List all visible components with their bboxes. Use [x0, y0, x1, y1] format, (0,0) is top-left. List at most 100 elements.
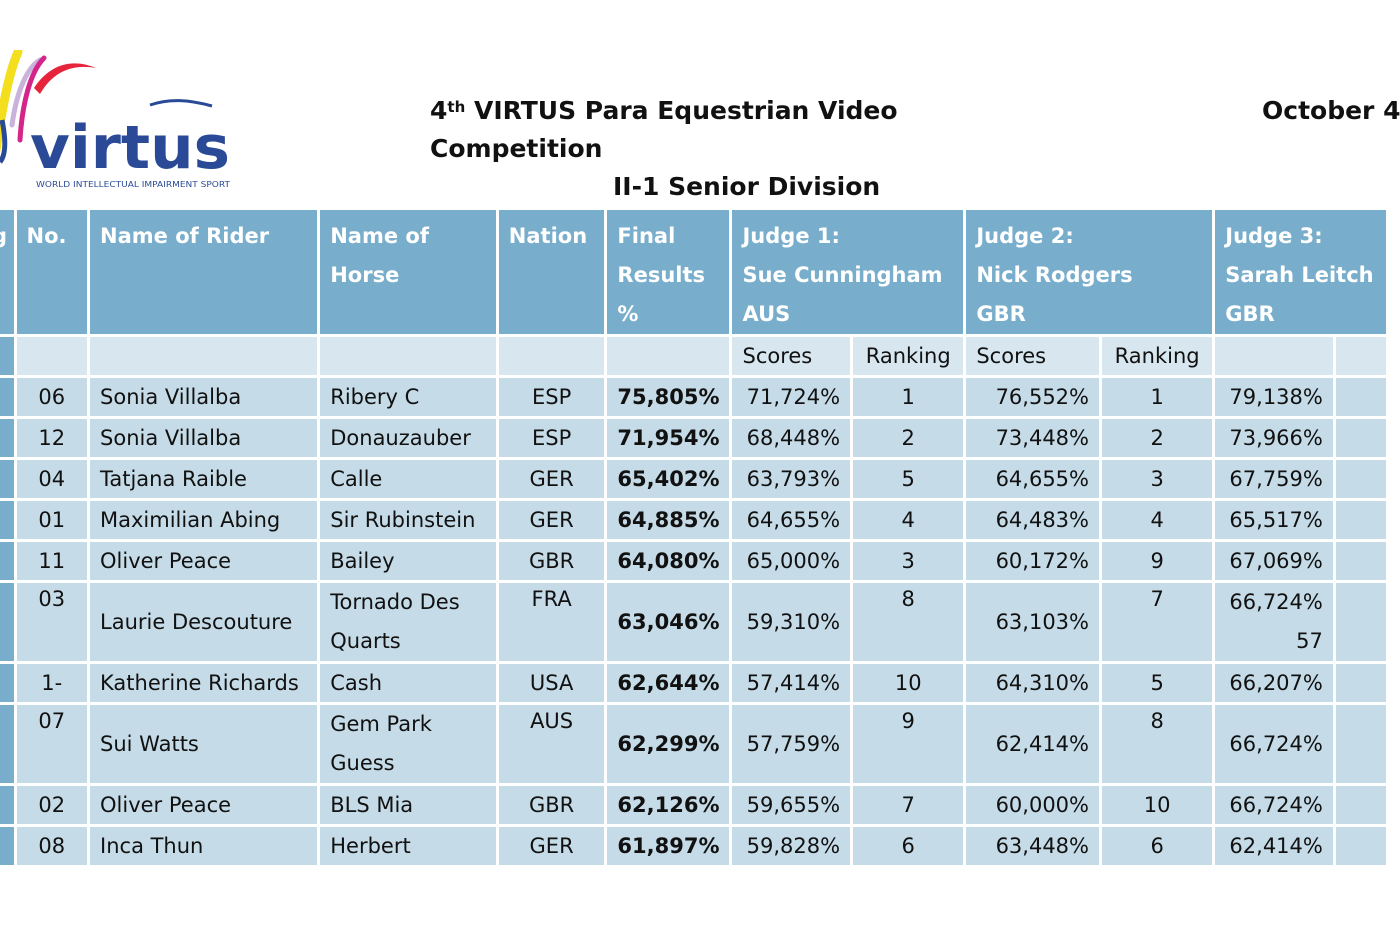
cell-nation: GBR: [498, 786, 605, 824]
cell-j1-rank: 5: [853, 460, 964, 498]
cell-j2-rank: 6: [1102, 827, 1213, 865]
table-row: 02 Oliver Peace BLS Mia GBR 62,126% 59,6…: [0, 786, 1386, 824]
cell-final: 62,644%: [607, 664, 730, 702]
subheader-j2-scores: Scores: [966, 337, 1099, 375]
cell-j1-score: 59,828%: [732, 827, 851, 865]
cell-j1-score: 59,310%: [732, 583, 851, 661]
cell-j1-rank: 9: [853, 705, 964, 783]
subheader-j1-scores: Scores: [732, 337, 851, 375]
cell-nation: GER: [498, 501, 605, 539]
cell-horse: Ribery C: [320, 378, 496, 416]
cell-j2-rank: 7: [1102, 583, 1213, 661]
document-title: 4th VIRTUS Para Equestrian Video Competi…: [430, 92, 1030, 206]
cell-horse: Bailey: [320, 542, 496, 580]
subheader-j1-ranking: Ranking: [853, 337, 964, 375]
cell-final: 62,299%: [607, 705, 730, 783]
cell-j1-score: 68,448%: [732, 419, 851, 457]
cell-j2-rank: 5: [1102, 664, 1213, 702]
cell-no: 08: [16, 827, 88, 865]
cell-horse: Gem Park Guess: [320, 705, 496, 783]
cell-rider: Oliver Peace: [90, 542, 318, 580]
table-subheader-row: Scores Ranking Scores Ranking: [0, 337, 1386, 375]
cell-j1-rank: 6: [853, 827, 964, 865]
cell-no: 01: [16, 501, 88, 539]
cell-no: 06: [16, 378, 88, 416]
competition-title: 4th VIRTUS Para Equestrian Video Competi…: [430, 96, 898, 163]
cell-rider: Laurie Descouture: [90, 583, 318, 661]
cell-j2-rank: 3: [1102, 460, 1213, 498]
cell-final: 63,046%: [607, 583, 730, 661]
cell-final: 62,126%: [607, 786, 730, 824]
header-horse: Name of Horse: [320, 210, 496, 334]
competition-date: October 4th: [1262, 96, 1400, 125]
cell-nation: ESP: [498, 419, 605, 457]
cell-horse: Cash: [320, 664, 496, 702]
logo-wordmark: virtus: [30, 113, 230, 183]
cell-j1-rank: 10: [853, 664, 964, 702]
cell-j1-score: 64,655%: [732, 501, 851, 539]
cell-horse: Herbert: [320, 827, 496, 865]
cell-rider: Inca Thun: [90, 827, 318, 865]
cell-horse: Sir Rubinstein: [320, 501, 496, 539]
cell-j2-score: 64,483%: [966, 501, 1099, 539]
logo-red-swoosh: [34, 63, 96, 94]
cell-j3-score: 65,517%: [1215, 501, 1333, 539]
cell-j2-rank: 1: [1102, 378, 1213, 416]
table-row: 08 Inca Thun Herbert GER 61,897% 59,828%…: [0, 827, 1386, 865]
header-rider: Name of Rider: [90, 210, 318, 334]
table-row: 01 Maximilian Abing Sir Rubinstein GER 6…: [0, 501, 1386, 539]
cell-no: 02: [16, 786, 88, 824]
cell-rider: Sonia Villalba: [90, 419, 318, 457]
cell-rider: Oliver Peace: [90, 786, 318, 824]
cell-final: 75,805%: [607, 378, 730, 416]
cell-final: 64,885%: [607, 501, 730, 539]
cell-nation: FRA: [498, 583, 605, 661]
cell-nation: ESP: [498, 378, 605, 416]
cell-j2-score: 64,655%: [966, 460, 1099, 498]
cell-final: 61,897%: [607, 827, 730, 865]
cell-j2-score: 63,103%: [966, 583, 1099, 661]
subheader-j2-ranking: Ranking: [1102, 337, 1213, 375]
cell-rider: Tatjana Raible: [90, 460, 318, 498]
logo-pink-swoosh: [17, 55, 47, 143]
cell-j1-rank: 4: [853, 501, 964, 539]
header-nation: Nation: [498, 210, 605, 334]
cell-nation: GER: [498, 460, 605, 498]
cell-j1-score: 59,655%: [732, 786, 851, 824]
cell-j3-score: 79,138%: [1215, 378, 1333, 416]
cell-horse: Tornado Des Quarts: [320, 583, 496, 661]
cell-j1-score: 71,724%: [732, 378, 851, 416]
cell-j3-score: 67,069%: [1215, 542, 1333, 580]
cell-no: 03: [16, 583, 88, 661]
cell-j3-score: 62,414%: [1215, 827, 1333, 865]
logo-tagline: WORLD INTELLECTUAL IMPAIRMENT SPORT: [36, 180, 230, 189]
cell-j1-rank: 1: [853, 378, 964, 416]
table-row: 12 Sonia Villalba Donauzauber ESP 71,954…: [0, 419, 1386, 457]
cell-horse: BLS Mia: [320, 786, 496, 824]
table-row: 1- Katherine Richards Cash USA 62,644% 5…: [0, 664, 1386, 702]
cell-j1-rank: 3: [853, 542, 964, 580]
cell-no: 07: [16, 705, 88, 783]
cell-rider: Katherine Richards: [90, 664, 318, 702]
cell-horse: Calle: [320, 460, 496, 498]
cell-j3-score: 73,966%: [1215, 419, 1333, 457]
cell-final: 65,402%: [607, 460, 730, 498]
cell-j2-score: 76,552%: [966, 378, 1099, 416]
cell-nation: USA: [498, 664, 605, 702]
cell-j3-score: 66,207%: [1215, 664, 1333, 702]
cell-j3-score: 67,759%: [1215, 460, 1333, 498]
cell-final: 71,954%: [607, 419, 730, 457]
header-judge2: Judge 2: Nick Rodgers GBR: [966, 210, 1213, 334]
header-no: No.: [16, 210, 88, 334]
cell-no: 11: [16, 542, 88, 580]
header-rank: g: [0, 210, 14, 334]
cell-j2-score: 60,172%: [966, 542, 1099, 580]
table-row: 11 Oliver Peace Bailey GBR 64,080% 65,00…: [0, 542, 1386, 580]
header-final: Final Results%: [607, 210, 730, 334]
table-row: 03 Laurie Descouture Tornado Des Quarts F…: [0, 583, 1386, 661]
logo-accent-line: [149, 99, 213, 108]
cell-j2-rank: 4: [1102, 501, 1213, 539]
cell-j2-rank: 8: [1102, 705, 1213, 783]
